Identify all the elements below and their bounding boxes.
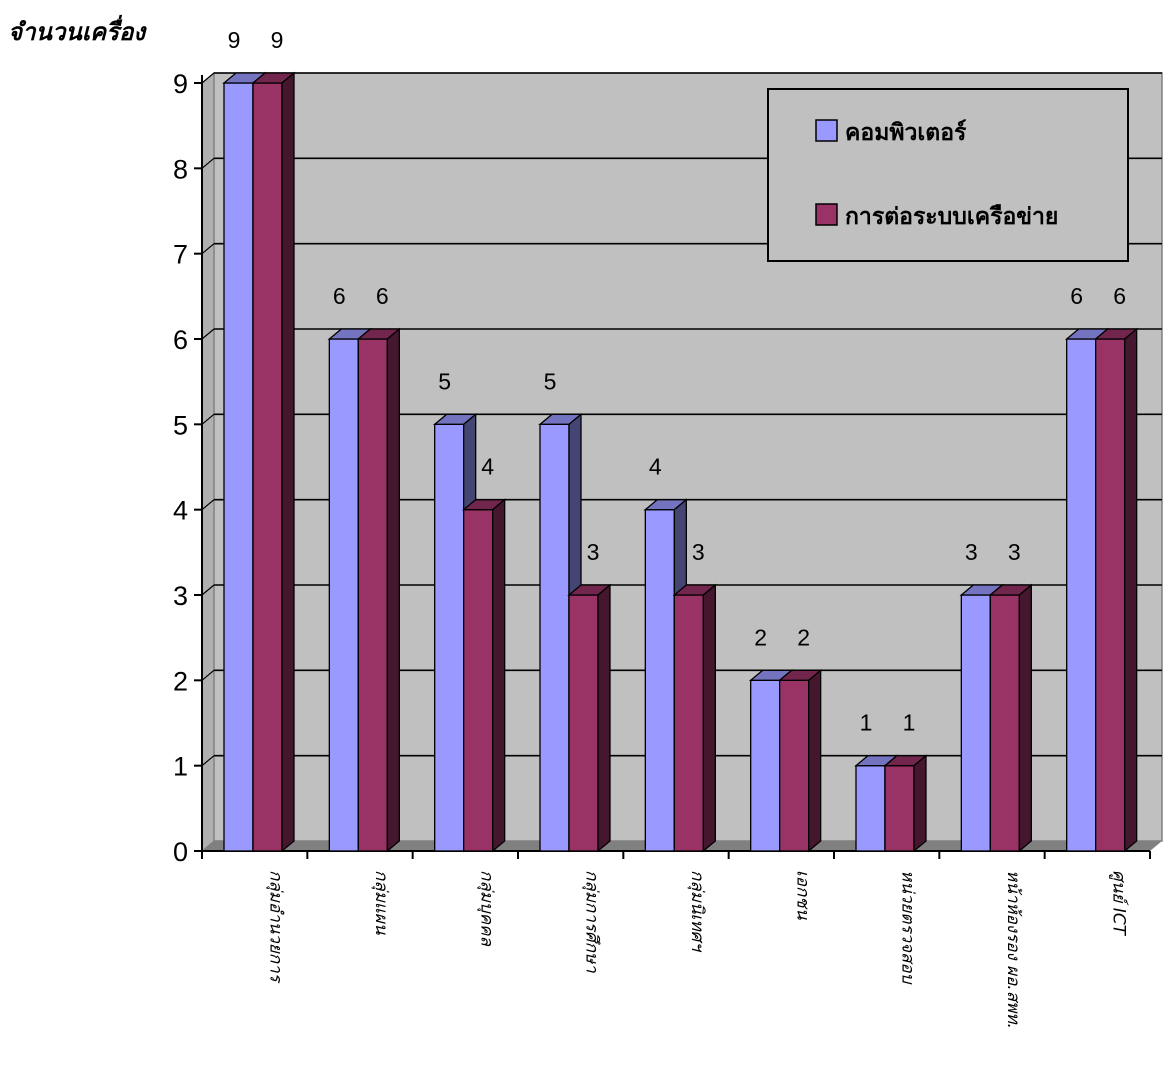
data-label-network: 3 <box>1008 539 1021 565</box>
gridline-depth <box>201 499 215 511</box>
legend-box <box>767 88 1129 262</box>
data-label-network: 3 <box>692 539 705 565</box>
y-tick-label: 0 <box>173 837 188 867</box>
x-category-label: เอกชน <box>792 870 812 920</box>
gridline-depth <box>201 72 215 84</box>
legend: คอมพิวเตอร์ การต่อระบบเครือข่าย <box>767 88 1129 262</box>
y-tick-label: 1 <box>173 752 188 782</box>
x-category-label: ศูนย์ ICT <box>1108 870 1128 937</box>
legend-label-computer: คอมพิวเตอร์ <box>845 119 967 146</box>
x-category-label: หน่วยตรวจสอบ <box>898 870 918 985</box>
y-tick-label: 2 <box>173 666 188 696</box>
bar-network <box>777 668 823 853</box>
x-category-label: กลุ่มอำนวยการ <box>266 870 286 984</box>
data-label-computer: 5 <box>438 368 451 394</box>
data-label-network: 4 <box>481 454 494 480</box>
bar-network <box>356 327 402 853</box>
y-tick-label: 8 <box>173 154 188 184</box>
data-label-computer: 3 <box>965 539 978 565</box>
gridline-depth <box>201 157 215 169</box>
y-tick-label: 7 <box>173 240 188 270</box>
data-label-computer: 2 <box>754 624 767 650</box>
bar-network <box>883 754 928 853</box>
gridline-depth <box>201 243 215 255</box>
data-label-network: 6 <box>1113 283 1126 309</box>
y-tick-label: 3 <box>173 581 188 611</box>
legend-swatch-network <box>815 203 838 226</box>
gridline-depth <box>201 669 215 681</box>
bars <box>222 71 1139 853</box>
x-category-label: กลุ่มแผน <box>371 870 391 935</box>
data-label-network: 9 <box>271 27 284 53</box>
data-label-computer: 1 <box>860 710 873 736</box>
gridline-depth <box>201 755 215 767</box>
y-tick-label: 5 <box>173 410 188 440</box>
x-axis-categories: กลุ่มอำนวยการ กลุ่มแผน กลุ่มบุคคล กลุ่มการศ… <box>266 870 1129 1029</box>
x-category-label: กลุ่มนิเทศฯ <box>687 870 707 952</box>
gridline-depth <box>201 584 215 596</box>
data-labels: 9 6 5 5 4 2 1 3 6 9 6 4 3 3 2 1 3 6 <box>228 27 1126 736</box>
side-wall <box>201 71 215 853</box>
data-label-computer: 9 <box>228 27 241 53</box>
data-label-computer: 6 <box>1070 283 1083 309</box>
y-tick-label: 4 <box>173 496 188 526</box>
x-category-label: หน้าห้องรอง ผอ.สพท. <box>1003 870 1023 1029</box>
x-category-label: กลุ่มการศึกษา <box>582 870 602 973</box>
data-label-network: 2 <box>797 624 810 650</box>
gridline-depth <box>201 413 215 425</box>
bar-network <box>988 583 1034 853</box>
x-category-label: กลุ่มบุคคล <box>476 870 496 947</box>
bar-network <box>251 71 296 853</box>
y-axis-title: จำนวนเครื่อง <box>8 14 147 46</box>
data-label-network: 6 <box>376 283 389 309</box>
data-label-network: 1 <box>903 710 916 736</box>
data-label-computer: 4 <box>649 454 662 480</box>
y-tick-label: 9 <box>173 69 188 99</box>
data-label-computer: 6 <box>333 283 346 309</box>
bar-network <box>567 583 612 853</box>
data-label-network: 3 <box>587 539 600 565</box>
bar-network <box>672 583 718 853</box>
legend-label-network: การต่อระบบเครือข่าย <box>845 204 1058 230</box>
data-label-computer: 5 <box>544 368 557 394</box>
gridline-depth <box>201 328 215 340</box>
legend-swatch-computer <box>815 119 838 142</box>
y-tick-label: 6 <box>173 325 188 355</box>
bar-network <box>1093 327 1139 853</box>
bar-network <box>461 498 507 853</box>
